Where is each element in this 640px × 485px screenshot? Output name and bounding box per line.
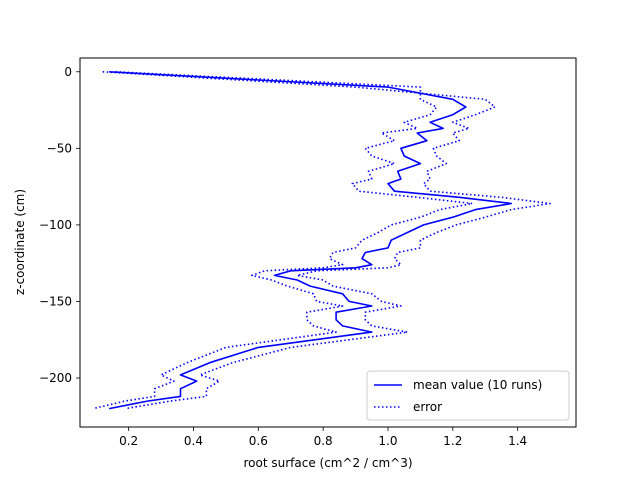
legend-label-error: error xyxy=(413,400,442,414)
plot-frame xyxy=(79,57,577,428)
legend: mean value (10 runs) error xyxy=(366,370,570,421)
y-axis-title: z-coordinate (cm) xyxy=(13,189,27,295)
x-tick-label: 0.2 xyxy=(119,434,138,448)
y-axis-ticks: 0 −50 −100 −150 −200 xyxy=(39,65,80,385)
x-tick-label: 1.4 xyxy=(508,434,527,448)
x-axis-ticks: 0.2 0.4 0.6 0.8 1.0 1.2 1.4 xyxy=(119,427,527,448)
legend-frame xyxy=(366,370,570,421)
x-tick-label: 1.2 xyxy=(443,434,462,448)
y-tick-label: −150 xyxy=(39,294,72,308)
series-line-error-upper xyxy=(102,71,551,410)
x-tick-label: 0.4 xyxy=(184,434,203,448)
x-tick-label: 1.0 xyxy=(378,434,397,448)
x-tick-label: 0.6 xyxy=(249,434,268,448)
y-tick-label: −100 xyxy=(39,218,72,232)
series-layer xyxy=(92,71,551,410)
y-tick-label: 0 xyxy=(64,65,72,79)
series-line-mean xyxy=(109,71,512,410)
x-tick-label: 0.8 xyxy=(314,434,333,448)
y-tick-label: −50 xyxy=(47,141,72,155)
y-tick-label: −200 xyxy=(39,371,72,385)
legend-label-mean: mean value (10 runs) xyxy=(413,378,542,392)
series-line-error-lower xyxy=(92,71,474,410)
x-axis-title: root surface (cm^2 / cm^3) xyxy=(243,456,412,470)
